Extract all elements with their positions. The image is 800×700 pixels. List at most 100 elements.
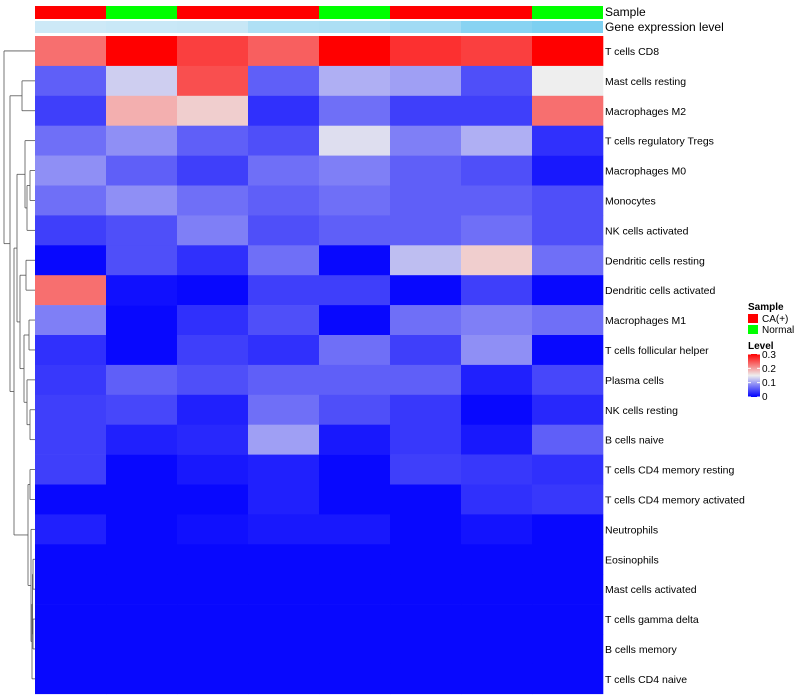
heatmap-cell [177,185,249,216]
heatmap-cell [532,185,604,216]
heatmap-cell [319,394,391,425]
heatmap-cell [35,335,107,366]
heatmap-cell [532,544,604,575]
heatmap-cell [532,275,604,306]
heatmap-cell [35,305,107,336]
row-label: T cells gamma delta [605,614,699,626]
heatmap-cell [248,634,320,665]
heatmap-cell [248,604,320,635]
heatmap-cell [106,36,178,67]
heatmap-cell [390,484,462,515]
heatmap-cell [532,604,604,635]
heatmap-cell [35,95,107,126]
heatmap-cell [35,484,107,515]
heatmap-cell [390,394,462,425]
heatmap-cell [35,514,107,545]
heatmap-cell [248,215,320,246]
heatmap-cell [319,604,391,635]
heatmap-cell [177,65,249,97]
heatmap-cell [461,454,533,485]
gene-expression-annotation-cell [35,21,106,33]
row-label: T cells CD4 memory resting [605,465,734,477]
heatmap-cell [390,155,462,186]
heatmap-cell [319,125,391,156]
heatmap-cell [35,634,107,665]
heatmap-cell [35,215,107,246]
heatmap-cell [461,215,533,246]
heatmap-cell [461,604,533,635]
heatmap-cell [319,275,391,306]
sample-annotation-label: Sample [605,5,646,19]
level-color-bar [748,354,760,397]
legend: Sample CA(+) Normal Level 0.3 0.2 0.1 0 [748,302,794,403]
row-label: Dendritic cells activated [605,285,715,297]
heatmap-cell [106,65,178,97]
heatmap-cell [106,604,178,635]
heatmap-cells [35,36,604,695]
heatmap-cell [390,514,462,545]
heatmap-cell [177,574,249,605]
heatmap-cell [390,634,462,665]
heatmap-cell [532,125,604,156]
heatmap-cell [248,245,320,276]
heatmap-cell [461,125,533,156]
heatmap-cell [177,394,249,425]
heatmap-cell [319,364,391,396]
heatmap-cell [177,484,249,515]
heatmap-cell [319,484,391,515]
heatmap-cell [248,663,320,695]
heatmap-cell [390,95,462,126]
heatmap-cell [35,574,107,605]
legend-level-title: Level [748,341,774,352]
row-label: T cells regulatory Tregs [605,136,714,148]
heatmap-cell [106,185,178,216]
row-label: Eosinophils [605,554,659,566]
row-label: Macrophages M2 [605,106,686,118]
heatmap-cell [35,364,107,396]
sample-annotation-cell [248,6,319,19]
heatmap-cell [390,305,462,336]
heatmap-cell [177,514,249,545]
level-tick-0.1: 0.1 [762,378,776,389]
heatmap-cell [319,65,391,97]
heatmap-cell [35,394,107,425]
heatmap-cell [532,454,604,485]
row-label: T cells follicular helper [605,345,709,357]
heatmap-cell [461,424,533,455]
heatmap-cell [461,394,533,425]
heatmap-cell [461,514,533,545]
heatmap-cell [532,215,604,246]
heatmap-cell [177,424,249,455]
heatmap-cell [106,663,178,695]
heatmap-cell [319,245,391,276]
heatmap-cell [532,65,604,97]
heatmap-cell [390,544,462,575]
heatmap-cell [532,305,604,336]
heatmap-cell [390,604,462,635]
heatmap-cell [177,604,249,635]
heatmap-cell [532,663,604,695]
sample-annotation-cell [106,6,177,19]
heatmap-cell [461,95,533,126]
heatmap-cell [461,245,533,276]
heatmap-cell [106,275,178,306]
heatmap-cell [532,245,604,276]
heatmap-cell [390,185,462,216]
heatmap-cell [106,394,178,425]
row-label: Macrophages M1 [605,315,686,327]
heatmap-cell [177,364,249,396]
row-dendrogram [3,50,35,680]
level-tick-marks [748,353,760,398]
gene-expression-annotation-cell [248,21,319,33]
row-label: T cells CD4 memory activated [605,494,745,506]
level-tick-0: 0 [762,392,768,403]
legend-label-normal: Normal [762,325,794,336]
heatmap-cell [319,663,391,695]
heatmap-cell [461,305,533,336]
heatmap-cell [35,245,107,276]
heatmap-cell [461,275,533,306]
heatmap-cell [106,574,178,605]
heatmap-cell [248,305,320,336]
heatmap-cell [461,155,533,186]
heatmap-cell [390,364,462,396]
